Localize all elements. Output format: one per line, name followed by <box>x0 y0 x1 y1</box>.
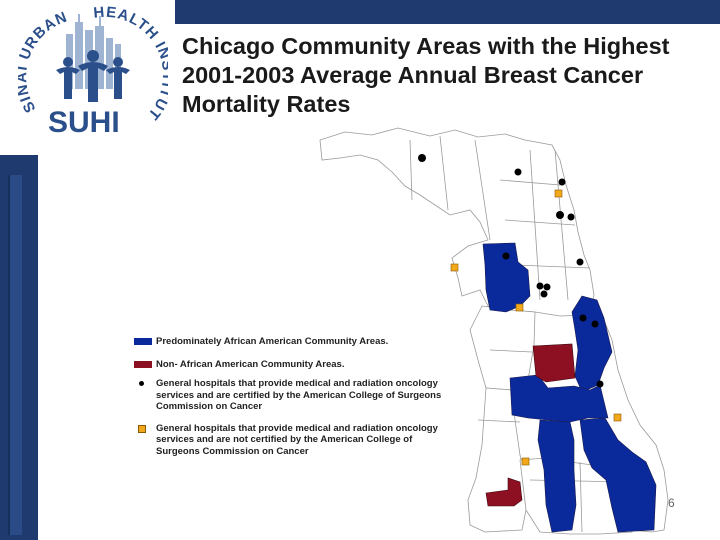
certified-hospital-markers <box>418 154 604 388</box>
legend-african-american-label: Predominately African American Community… <box>156 336 389 347</box>
not-certified-hospital-marker <box>521 457 530 466</box>
south-side-african-american-area <box>509 374 609 423</box>
certified-hospital-marker <box>543 283 551 291</box>
people-figures-icon <box>56 50 130 102</box>
non-african-american-swatch <box>134 360 152 368</box>
legend-non-african-american: Non- African American Community Areas. <box>134 359 444 371</box>
southwest-non-african-american-area <box>532 343 576 383</box>
suhi-logo: SINAI URBAN HEALTH INSTITUTE SUHI <box>18 4 168 139</box>
certified-hospital-marker <box>591 320 599 328</box>
left-accent-stripe <box>8 175 22 535</box>
not-certified-hospital-marker <box>450 263 459 272</box>
slide-page-number: 6 <box>668 496 675 510</box>
slide-title: Chicago Community Areas with the Highest… <box>182 33 670 117</box>
far-southwest-non-african-american-area <box>485 477 523 507</box>
not-certified-hospital-marker <box>554 189 563 198</box>
certified-hospital-marker <box>579 314 587 322</box>
certified-hospital-marker <box>514 168 522 176</box>
certified-hospital-marker <box>596 380 604 388</box>
top-accent-bar <box>175 0 720 24</box>
african-american-swatch <box>134 338 152 345</box>
logo-acronym: SUHI <box>48 106 120 139</box>
non-african-american-areas <box>485 343 576 507</box>
north-side-areas <box>319 127 595 317</box>
not-certified-hospital-marker <box>613 413 622 422</box>
legend-certified-hospitals-label: General hospitals that provide medical a… <box>156 378 442 412</box>
legend-not-certified-hospitals-label: General hospitals that provide medical a… <box>156 422 438 457</box>
far-south-african-american-area-west <box>537 419 577 533</box>
not-certified-hospital-marker <box>515 303 524 312</box>
not-certified-hospital-square-icon <box>138 424 146 433</box>
map-legend: Predominately African American Community… <box>134 336 444 457</box>
certified-hospital-marker <box>536 282 544 290</box>
not-certified-hospital-markers <box>450 189 622 466</box>
certified-hospital-marker <box>556 211 564 219</box>
certified-hospital-marker <box>540 290 548 298</box>
certified-hospital-dot-icon <box>139 381 144 386</box>
certified-hospital-marker <box>576 258 584 266</box>
legend-certified-hospitals: General hospitals that provide medical a… <box>134 378 444 413</box>
african-american-areas <box>482 242 657 533</box>
certified-hospital-marker <box>502 252 510 260</box>
certified-hospital-marker <box>558 178 566 186</box>
certified-hospital-marker <box>418 154 426 162</box>
legend-not-certified-hospitals: General hospitals that provide medical a… <box>134 423 444 458</box>
certified-hospital-marker <box>567 213 575 221</box>
far-south-african-american-area-east <box>579 417 657 533</box>
legend-african-american: Predominately African American Community… <box>134 336 444 348</box>
legend-non-african-american-label: Non- African American Community Areas. <box>156 358 345 370</box>
